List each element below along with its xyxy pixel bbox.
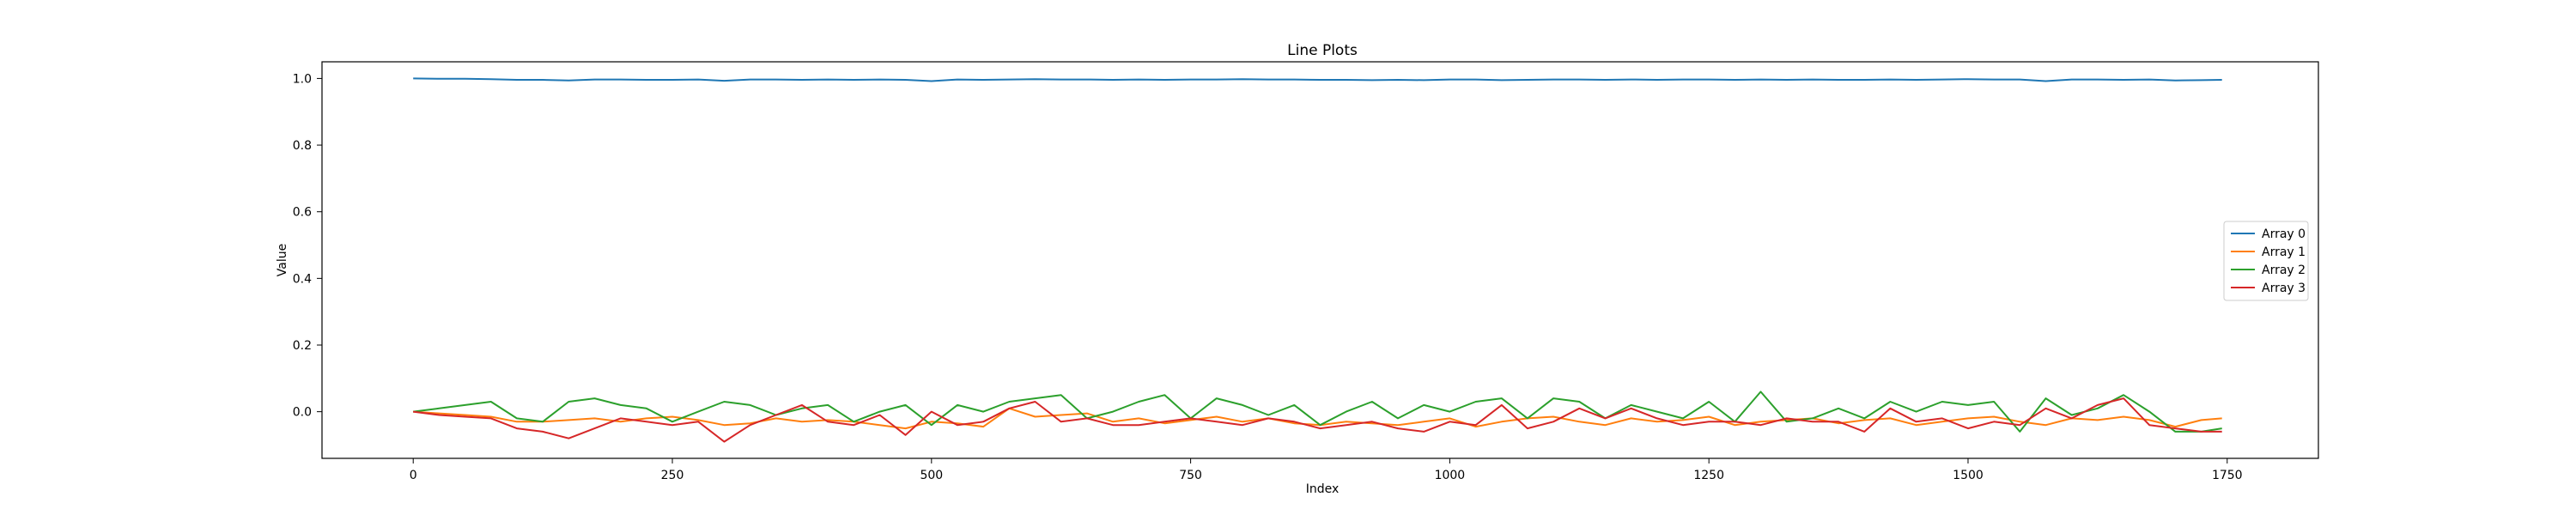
legend-label: Array 3: [2262, 282, 2306, 295]
y-tick-label: 0.4: [293, 272, 312, 286]
series-line-array-0: [413, 77, 2222, 82]
series-line-array-1: [413, 407, 2222, 430]
y-axis: 0.0 0.2 0.4 0.6 0.8 1.0: [293, 72, 322, 420]
x-tick-label: 250: [661, 469, 684, 482]
x-tick-label: 1500: [1953, 469, 1984, 482]
x-tick-label: 1000: [1435, 469, 1466, 482]
x-axis-label: Index: [1306, 482, 1340, 496]
series-line-array-3: [413, 397, 2222, 443]
y-tick-label: 0.2: [293, 339, 312, 353]
x-tick-label: 1250: [1693, 469, 1724, 482]
legend-box: [2223, 221, 2309, 301]
legend-label: Array 1: [2262, 245, 2306, 259]
y-tick-label: 1.0: [293, 72, 312, 86]
series-line-array-2: [413, 391, 2222, 433]
x-tick-label: 1750: [2212, 469, 2243, 482]
y-tick-label: 0.6: [293, 206, 312, 220]
x-tick-label: 0: [410, 469, 417, 482]
plot-lines: [413, 77, 2222, 443]
y-tick-label: 0.8: [293, 139, 312, 153]
legend: Array 0 Array 1 Array 2 Array 3: [2223, 221, 2309, 301]
plot-area-frame: [321, 61, 2319, 459]
chart-title: Line Plots: [1287, 42, 1358, 59]
x-tick-label: 750: [1179, 469, 1202, 482]
legend-label: Array 0: [2262, 227, 2306, 241]
y-axis-label: Value: [276, 244, 289, 276]
y-tick-label: 0.0: [293, 406, 312, 420]
x-axis: 0 250 500 750 1000 1250 1500 1750: [410, 458, 2243, 482]
x-tick-label: 500: [920, 469, 943, 482]
legend-label: Array 2: [2262, 264, 2306, 277]
